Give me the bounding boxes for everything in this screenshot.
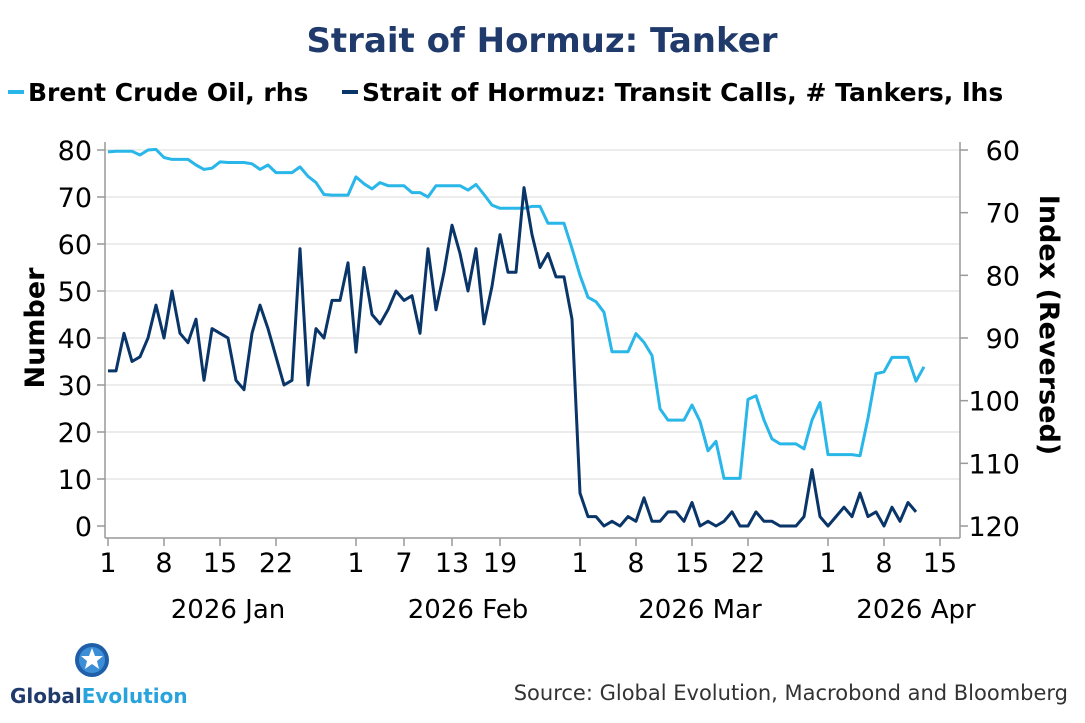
right-tick-label: 80 bbox=[986, 261, 1020, 292]
left-tick-label: 10 bbox=[58, 465, 92, 496]
x-month-label: 2026 Apr bbox=[856, 595, 976, 625]
series-lines bbox=[107, 147, 926, 528]
brent-series-line bbox=[107, 147, 926, 480]
x-tick-label: 1 bbox=[819, 548, 836, 579]
left-tick-label: 50 bbox=[58, 277, 92, 308]
right-tick-label: 60 bbox=[986, 136, 1020, 167]
legend-label-brent: Brent Crude Oil, rhs bbox=[28, 78, 308, 107]
x-tick-label: 8 bbox=[155, 548, 172, 579]
x-tick-label: 1 bbox=[571, 548, 588, 579]
x-tick-label: 1 bbox=[99, 548, 116, 579]
x-axis-months: 2026 Jan 2026 Feb 2026 Mar 2026 Apr bbox=[171, 595, 976, 625]
x-month-label: 2026 Feb bbox=[408, 595, 528, 625]
left-axis-title: Number bbox=[20, 267, 51, 389]
logo-text-evolution: Evolution bbox=[82, 684, 188, 708]
x-tick-label: 22 bbox=[731, 548, 765, 579]
logo-star-icon bbox=[81, 648, 103, 669]
x-tick-label: 22 bbox=[259, 548, 293, 579]
right-axis-title: Index (Reversed) bbox=[1033, 195, 1064, 455]
x-axis-ticks: 1 8 15 22 1 7 13 19 1 8 15 22 1 8 15 bbox=[99, 538, 957, 579]
x-tick-label: 8 bbox=[627, 548, 644, 579]
left-tick-label: 20 bbox=[58, 418, 92, 449]
left-tick-label: 30 bbox=[58, 371, 92, 402]
logo-text-global: Global bbox=[10, 684, 82, 708]
right-axis-ticks: 60 70 80 90 100 110 120 bbox=[960, 136, 1020, 543]
left-tick-label: 70 bbox=[58, 183, 92, 214]
logo: GlobalEvolution bbox=[10, 643, 188, 708]
x-month-label: 2026 Mar bbox=[638, 595, 762, 625]
legend: Brent Crude Oil, rhs Strait of Hormuz: T… bbox=[8, 78, 1003, 107]
right-tick-label: 90 bbox=[986, 324, 1020, 355]
x-tick-label: 19 bbox=[483, 548, 517, 579]
right-tick-label: 120 bbox=[968, 512, 1020, 543]
x-tick-label: 8 bbox=[875, 548, 892, 579]
logo-text: GlobalEvolution bbox=[10, 684, 188, 708]
x-tick-label: 7 bbox=[395, 548, 412, 579]
source-note: Source: Global Evolution, Macrobond and … bbox=[514, 681, 1068, 705]
x-month-label: 2026 Jan bbox=[171, 595, 286, 625]
grid bbox=[105, 149, 960, 480]
right-tick-label: 100 bbox=[968, 387, 1020, 418]
x-tick-label: 1 bbox=[347, 548, 364, 579]
left-tick-label: 0 bbox=[75, 512, 92, 543]
right-tick-label: 70 bbox=[986, 199, 1020, 230]
x-tick-label: 15 bbox=[675, 548, 709, 579]
legend-label-tankers: Strait of Hormuz: Transit Calls, # Tanke… bbox=[362, 78, 1003, 107]
x-tick-label: 15 bbox=[923, 548, 957, 579]
x-tick-label: 13 bbox=[435, 548, 469, 579]
left-axis-ticks: 0 10 20 30 40 50 60 70 80 bbox=[58, 136, 105, 543]
axes bbox=[104, 142, 961, 539]
left-tick-label: 60 bbox=[58, 230, 92, 261]
left-tick-label: 40 bbox=[58, 324, 92, 355]
x-tick-label: 15 bbox=[203, 548, 237, 579]
right-tick-label: 110 bbox=[968, 449, 1020, 480]
left-tick-label: 80 bbox=[58, 136, 92, 167]
tankers-series-line bbox=[108, 186, 918, 528]
chart-title: Strait of Hormuz: Tanker bbox=[306, 21, 777, 61]
